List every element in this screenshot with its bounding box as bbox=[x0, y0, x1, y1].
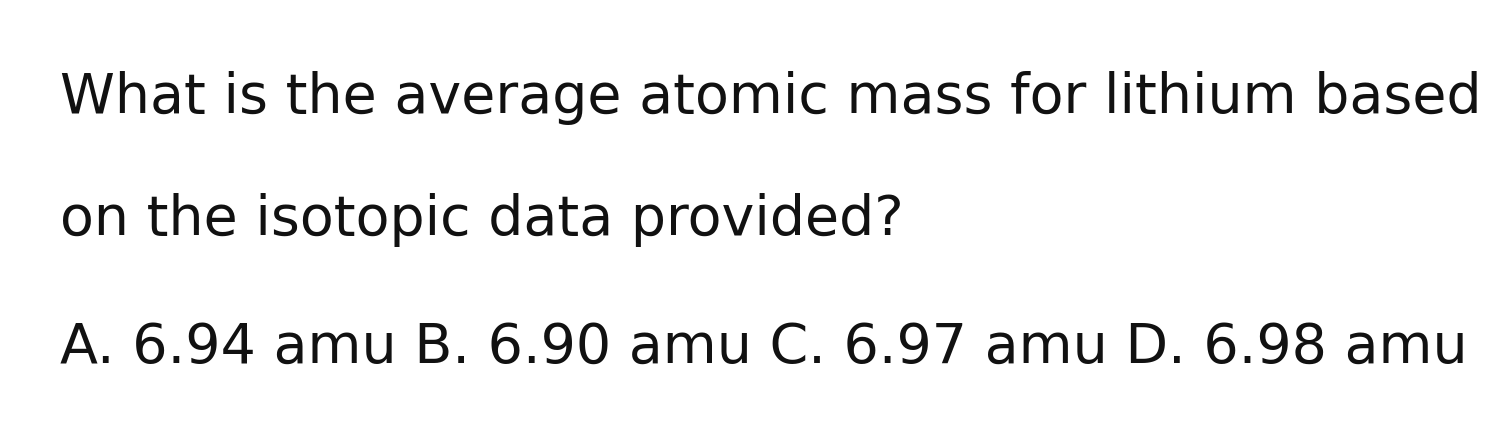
Text: A. 6.94 amu B. 6.90 amu C. 6.97 amu D. 6.98 amu: A. 6.94 amu B. 6.90 amu C. 6.97 amu D. 6… bbox=[60, 321, 1467, 375]
Text: on the isotopic data provided?: on the isotopic data provided? bbox=[60, 193, 903, 248]
Text: What is the average atomic mass for lithium based: What is the average atomic mass for lith… bbox=[60, 70, 1482, 125]
